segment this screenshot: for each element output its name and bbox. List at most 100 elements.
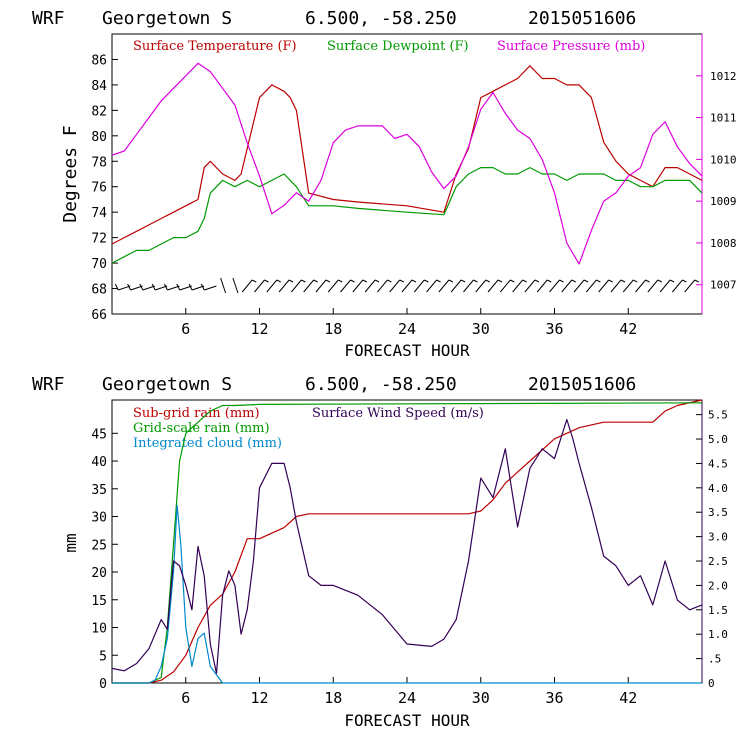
panel2-series: [111, 399, 703, 684]
wind-barb-flag: [251, 279, 257, 283]
wind-barb: [610, 279, 622, 293]
panel2-legend-wind-speed: Surface Wind Speed (m/s): [312, 406, 484, 421]
wind-barb-flag: [164, 283, 168, 291]
panel1-y-tick-label: 70: [91, 257, 107, 272]
panel2-right-tick-label: 5.5: [708, 409, 728, 422]
panel2-right-tick-label: 3.0: [708, 531, 728, 544]
panel2-right-tick-label: 5.0: [708, 433, 728, 446]
wind-barb: [155, 285, 168, 291]
wind-barb-flag: [448, 279, 454, 283]
wind-barb-flag: [534, 279, 540, 283]
panel2-x-tick-label: 30: [472, 689, 490, 707]
wind-barb: [659, 279, 671, 293]
wind-barb-flag: [583, 279, 589, 283]
wind-barb: [475, 279, 487, 293]
panel2-header-coords: 6.500, -58.250: [305, 374, 457, 395]
wind-barb: [499, 279, 511, 293]
panel2-right-tick-label: 4.5: [708, 457, 728, 470]
wind-barb-flag: [313, 279, 318, 283]
panel1-x-tick-label: 30: [472, 320, 490, 338]
wind-barb-flag: [620, 279, 626, 283]
panel1-axes: 6 12 18 24 30 36 42 66 68 70 72 74 76 78 80 82 84 86 1007 1…: [91, 53, 736, 338]
panel1-wind-barbs: [114, 277, 699, 294]
panel2-y-tick-label: 35: [91, 483, 107, 498]
panel2-series-line-1: [112, 402, 703, 684]
panel2-axes: 6 12 18 24 30 36 42 0 5 10 15 20 25 30 35 40 45 0 .5 1.0 1.5…: [91, 409, 728, 707]
panel2-right-tick-label: 0: [708, 677, 715, 690]
panel1-legend-dewpoint: Surface Dewpoint (F): [327, 39, 469, 54]
panel1-series-line-1: [111, 167, 703, 264]
wind-barb-flag: [645, 279, 650, 283]
panel1-y-tick-label: 68: [91, 283, 107, 298]
panel1-right-tick-label: 1011: [710, 112, 737, 125]
wind-barb-flag: [399, 279, 404, 283]
panel2-header-station: Georgetown S: [102, 374, 232, 395]
wind-barb: [463, 279, 474, 293]
panel2-right-tick-label: .5: [708, 653, 721, 666]
wind-barb-flag: [608, 279, 613, 283]
wind-barb-flag: [694, 279, 699, 283]
wind-barb: [364, 279, 376, 293]
wind-barb: [401, 279, 413, 293]
wind-barb-flag: [485, 279, 490, 283]
panel2-y-tick-label: 15: [91, 594, 107, 609]
panel2-x-tick-label: 42: [619, 689, 637, 707]
panel1-ylabel: Degrees F: [60, 125, 81, 223]
panel2-y-tick-label: 0: [99, 677, 107, 692]
panel-top: WRF Georgetown S 6.500, -58.250 20150516…: [32, 8, 737, 360]
panel1-y-tick-label: 78: [91, 155, 107, 170]
panel1-right-tick-label: 1010: [710, 153, 737, 166]
wind-barb: [549, 279, 560, 293]
wind-barb: [167, 285, 180, 291]
panel2-header-run: 2015051606: [528, 374, 636, 395]
wind-barb-flag: [473, 279, 478, 283]
wind-barb: [315, 279, 327, 293]
panel2-y-tick-label: 30: [91, 511, 107, 526]
wind-barb: [352, 279, 364, 293]
panel2-x-tick-label: 24: [398, 689, 416, 707]
panel2-y-tick-label: 20: [91, 566, 107, 581]
panel2-y-tick-label: 5: [99, 649, 107, 664]
panel2-right-tick-label: 1.0: [708, 628, 728, 641]
wind-barb: [290, 279, 302, 293]
wind-barb: [450, 279, 462, 293]
wind-barb-flag: [460, 279, 466, 283]
wind-barb-flag: [559, 279, 564, 283]
panel1-y-tick-label: 72: [91, 232, 107, 247]
panel1-y-tick-label: 82: [91, 104, 107, 119]
panel1-series-line-2: [111, 62, 703, 265]
panel1-x-tick-label: 36: [545, 320, 563, 338]
panel1-x-tick-label: 24: [398, 320, 416, 338]
panel1-x-tick-label: 12: [250, 320, 268, 338]
panel2-legend-subgrid-rain: Sub-grid rain (mm): [133, 406, 260, 421]
wind-barb-flag: [188, 283, 193, 291]
wind-barb-flag: [571, 279, 577, 283]
panel2-xlabel: FORECAST HOUR: [344, 711, 470, 730]
wind-barb-flag: [633, 279, 638, 283]
panel1-header-model: WRF: [32, 8, 65, 29]
wind-barb-flag: [338, 279, 343, 283]
wind-barb: [426, 279, 437, 293]
wind-barb: [413, 279, 425, 293]
panel1-y-tick-label: 66: [91, 308, 107, 323]
wind-barb-flag: [424, 279, 429, 283]
panel2-header-model: WRF: [32, 374, 65, 395]
panel2-x-tick-label: 6: [181, 689, 190, 707]
wind-barb: [232, 277, 239, 294]
wind-barb-flag: [522, 279, 527, 283]
wind-barb: [220, 277, 227, 294]
panel1-x-tick-label: 18: [324, 320, 342, 338]
wind-barb-flag: [301, 279, 306, 283]
panel1-series-line-0: [111, 65, 703, 245]
wind-barb: [672, 279, 683, 293]
panel1-header-coords: 6.500, -58.250: [305, 8, 457, 29]
panel1-y-tick-label: 80: [91, 130, 107, 145]
panel2-y-tick-label: 25: [91, 538, 107, 553]
wind-barb-flag: [657, 279, 663, 283]
panel1-y-tick-label: 86: [91, 53, 107, 68]
wind-barb: [303, 279, 315, 293]
panel1-y-tick-label: 84: [91, 79, 107, 94]
panel2-x-tick-label: 12: [250, 689, 268, 707]
wind-barb-flag: [436, 279, 441, 283]
